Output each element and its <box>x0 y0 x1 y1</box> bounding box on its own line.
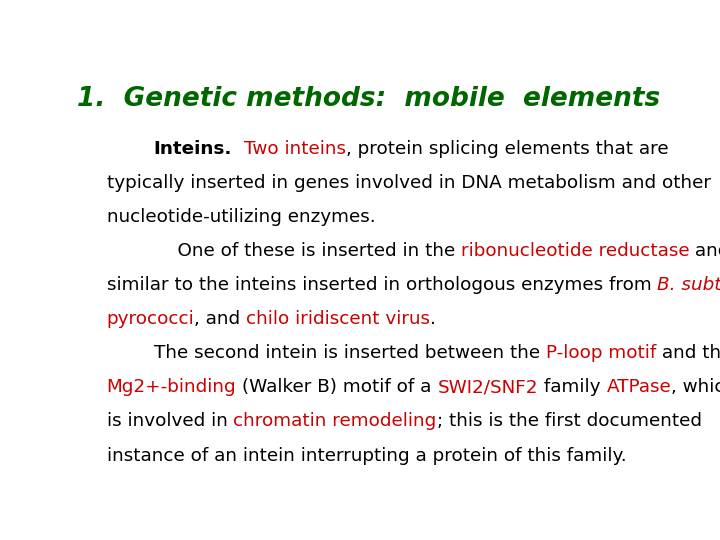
Text: family: family <box>538 379 606 396</box>
Text: is involved in: is involved in <box>107 413 233 430</box>
Text: .: . <box>431 310 436 328</box>
Text: , protein splicing elements that are: , protein splicing elements that are <box>346 140 668 158</box>
Text: , which: , which <box>671 379 720 396</box>
Text: B. subtilis: B. subtilis <box>657 276 720 294</box>
Text: chilo iridiscent virus: chilo iridiscent virus <box>246 310 431 328</box>
Text: ; this is the first documented: ; this is the first documented <box>437 413 702 430</box>
Text: , and: , and <box>194 310 246 328</box>
Text: pyrococci: pyrococci <box>107 310 194 328</box>
Text: chromatin remodeling: chromatin remodeling <box>233 413 437 430</box>
Text: Inteins.: Inteins. <box>154 140 232 158</box>
Text: (Walker B) motif of a: (Walker B) motif of a <box>236 379 438 396</box>
Text: and is: and is <box>690 242 720 260</box>
Text: Two inteins: Two inteins <box>244 140 346 158</box>
Text: SWI2/SNF2: SWI2/SNF2 <box>438 379 538 396</box>
Text: 1.  Genetic methods:  mobile  elements: 1. Genetic methods: mobile elements <box>77 85 661 112</box>
Text: ATPase: ATPase <box>606 379 671 396</box>
Text: instance of an intein interrupting a protein of this family.: instance of an intein interrupting a pro… <box>107 447 626 464</box>
Text: nucleotide-utilizing enzymes.: nucleotide-utilizing enzymes. <box>107 208 375 226</box>
Text: Mg2+-binding: Mg2+-binding <box>107 379 236 396</box>
Text: ribonucleotide reductase: ribonucleotide reductase <box>461 242 690 260</box>
Text: The second intein is inserted between the: The second intein is inserted between th… <box>107 344 546 362</box>
Text: P-loop motif: P-loop motif <box>546 344 656 362</box>
Text: and the: and the <box>656 344 720 362</box>
Text: similar to the inteins inserted in orthologous enzymes from: similar to the inteins inserted in ortho… <box>107 276 657 294</box>
Text: typically inserted in genes involved in DNA metabolism and other: typically inserted in genes involved in … <box>107 174 711 192</box>
Text: One of these is inserted in the: One of these is inserted in the <box>107 242 461 260</box>
